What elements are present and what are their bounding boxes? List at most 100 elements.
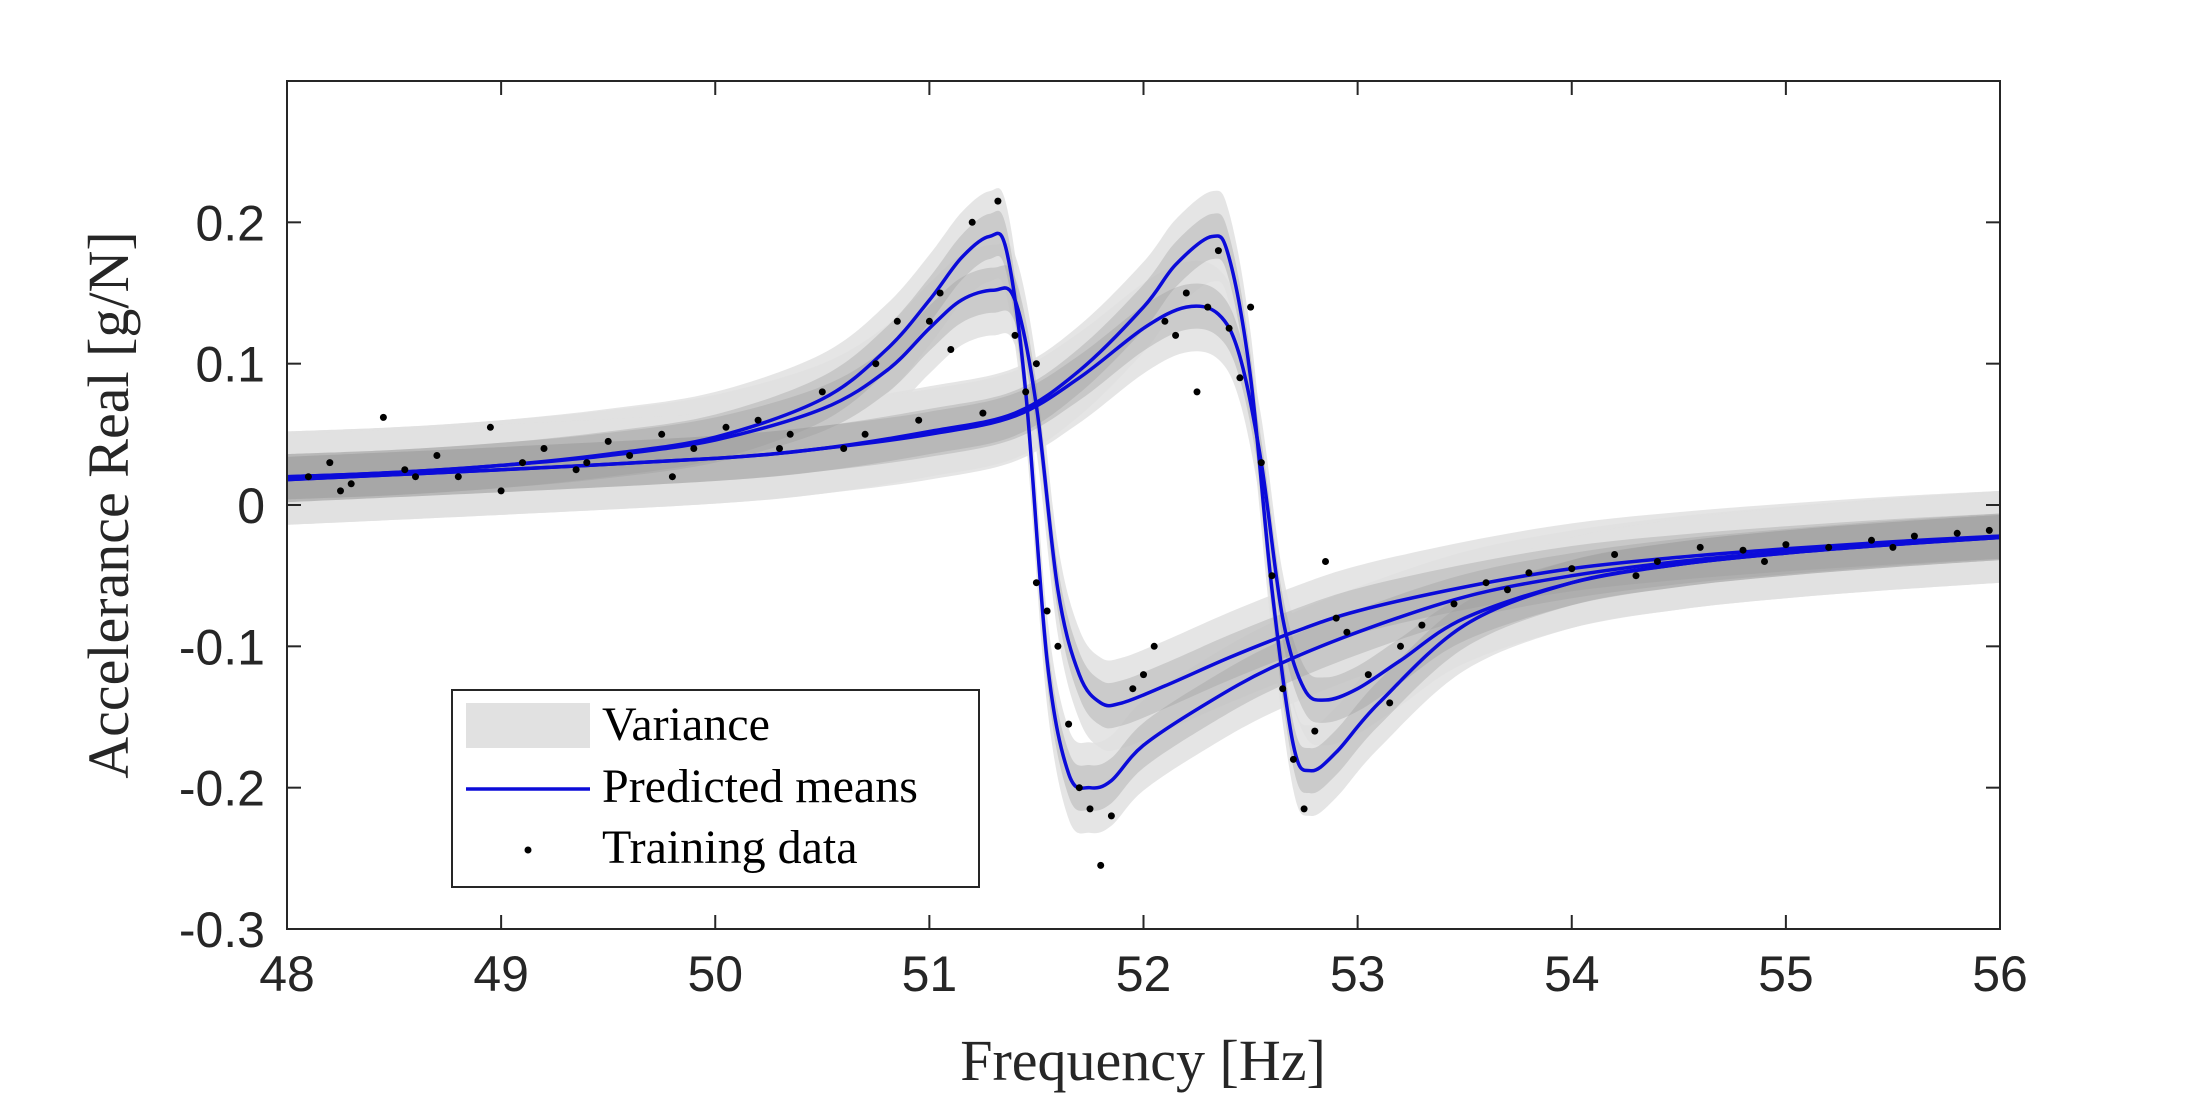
- training-data-point: [1032, 579, 1040, 587]
- training-data-point: [1332, 614, 1340, 622]
- x-axis-title: Frequency [Hz]: [960, 1028, 1326, 1093]
- training-data-point: [1568, 565, 1576, 573]
- training-data-point: [1172, 331, 1180, 339]
- training-data-point: [1075, 784, 1083, 792]
- training-data-point: [1311, 727, 1319, 735]
- training-data-point: [486, 423, 494, 431]
- y-tick-label: 0: [237, 478, 265, 534]
- training-data-point: [1653, 558, 1661, 565]
- training-data-point: [1150, 642, 1158, 650]
- training-data-point: [1739, 546, 1747, 554]
- variance-band-outer: [287, 260, 2000, 746]
- legend: Variance Predicted means Training data: [451, 689, 980, 888]
- training-data-point: [994, 197, 1002, 205]
- training-data-point: [583, 459, 591, 467]
- training-data-point: [872, 360, 880, 368]
- training-data-point: [337, 487, 344, 495]
- training-data-point: [1247, 303, 1255, 311]
- training-data-point: [497, 487, 505, 495]
- predicted-mean-lines: [287, 231, 2000, 791]
- predicted-mean-line: [287, 286, 2000, 708]
- training-data-point: [936, 289, 944, 297]
- training-data-point: [1065, 720, 1073, 728]
- training-data-point: [1204, 303, 1212, 311]
- training-data-point: [1868, 536, 1875, 544]
- training-data-point: [893, 317, 901, 325]
- training-data-point: [1611, 551, 1619, 558]
- training-data-point: [1279, 685, 1287, 693]
- y-axis-title: Accelerance Real [g/N]: [76, 231, 141, 778]
- training-data-point: [347, 480, 355, 488]
- training-data-point: [572, 466, 580, 474]
- training-data-point: [1953, 529, 1961, 537]
- legend-variance-swatch: [466, 703, 590, 748]
- training-data-point: [1482, 579, 1490, 587]
- training-data-point: [1140, 671, 1147, 679]
- training-data-point: [1343, 628, 1351, 636]
- training-data-point: [1257, 459, 1265, 467]
- legend-training-marker: [524, 846, 532, 854]
- training-data-point: [1525, 569, 1533, 577]
- training-data-point: [1054, 642, 1062, 650]
- training-data-point: [690, 445, 698, 452]
- training-data-point: [454, 473, 462, 481]
- training-data-point: [1107, 812, 1115, 820]
- training-data-point: [1322, 558, 1329, 565]
- training-data-point: [1632, 572, 1640, 580]
- training-data-point: [1910, 532, 1918, 540]
- predicted-mean-line: [287, 231, 2000, 791]
- training-data-point: [1268, 572, 1276, 580]
- training-data-point: [1386, 699, 1394, 707]
- x-tick-label: 55: [1758, 946, 1814, 1002]
- y-tick-label: 0.1: [195, 337, 265, 393]
- x-tick-label: 53: [1330, 946, 1386, 1002]
- training-data-point: [412, 473, 419, 481]
- training-data-point: [1504, 586, 1511, 594]
- training-data-point: [1022, 388, 1030, 396]
- training-data-point: [304, 473, 312, 481]
- training-data-point: [861, 430, 869, 438]
- training-data-point: [1450, 600, 1458, 608]
- legend-training-label: Training data: [602, 821, 858, 874]
- training-data-point: [604, 437, 612, 445]
- training-data-point: [818, 388, 826, 396]
- training-data-point: [979, 409, 987, 417]
- training-data-point: [626, 452, 634, 459]
- x-tick-label: 51: [902, 946, 958, 1002]
- training-data-point: [968, 218, 976, 226]
- training-data-point: [658, 430, 666, 438]
- training-data-point: [668, 473, 676, 481]
- training-data-point: [1289, 755, 1297, 763]
- training-data-point: [1193, 388, 1201, 396]
- training-data-point: [379, 413, 387, 421]
- training-data-point: [754, 416, 762, 424]
- legend-mean-label: Predicted means: [602, 760, 918, 813]
- training-data-point: [947, 346, 955, 353]
- x-tick-label: 48: [259, 946, 315, 1002]
- training-data-point: [776, 445, 783, 452]
- training-data-point: [1214, 247, 1222, 255]
- y-tick-labels: 0.2 0.1 0 -0.1 -0.2 -0.3: [179, 195, 265, 958]
- predicted-mean-line: [287, 304, 2000, 702]
- training-data-point: [1043, 607, 1051, 615]
- y-tick-label: -0.2: [179, 761, 265, 817]
- training-data-point: [401, 466, 409, 474]
- legend-variance-label: Variance: [602, 698, 770, 751]
- training-data-point: [722, 423, 730, 431]
- y-tick-label: -0.1: [179, 619, 265, 675]
- x-tick-label: 52: [1116, 946, 1172, 1002]
- training-data-point: [786, 430, 794, 438]
- training-data-point: [915, 416, 923, 424]
- axis-ticks: [286, 81, 2001, 930]
- training-data-point: [1032, 360, 1040, 368]
- training-data-point: [1161, 317, 1169, 325]
- training-data-point: [1985, 526, 1993, 534]
- x-tick-label: 50: [687, 946, 743, 1002]
- plot-area: [287, 188, 2000, 869]
- training-data-point: [1011, 331, 1019, 339]
- y-tick-label: 0.2: [195, 195, 265, 251]
- x-tick-label: 54: [1544, 946, 1600, 1002]
- training-data-point: [1825, 543, 1833, 551]
- x-tick-label: 56: [1972, 946, 2028, 1002]
